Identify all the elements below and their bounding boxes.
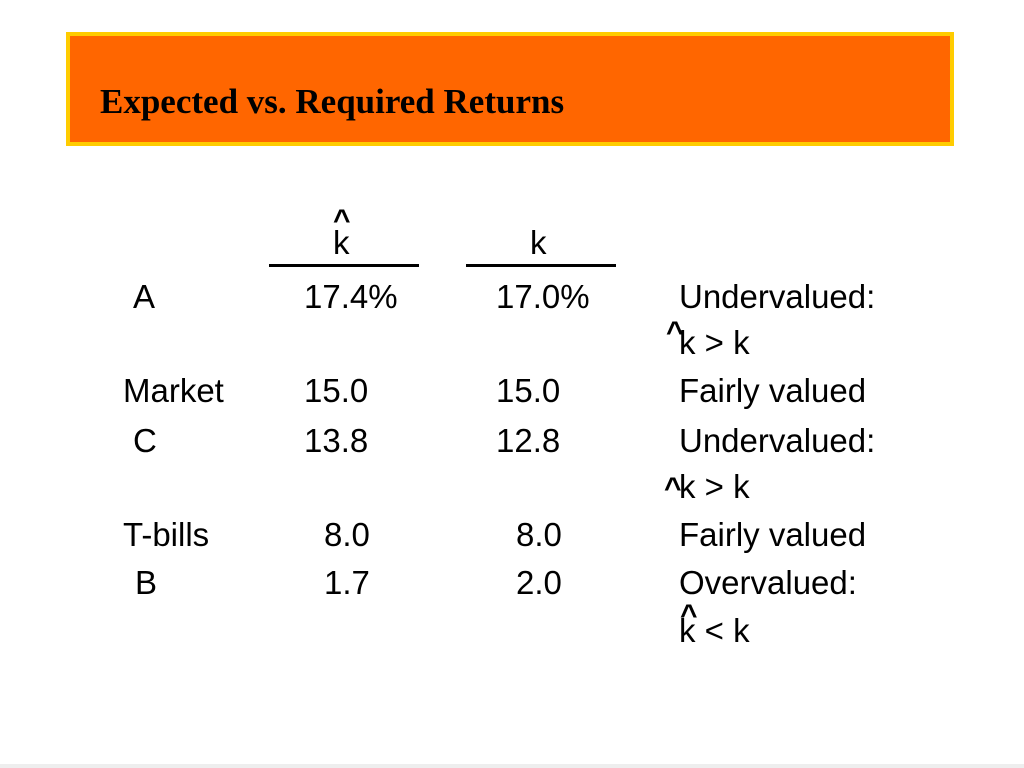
- required-return-header: k: [530, 224, 547, 261]
- expected-value-t-bills: 8.0: [324, 516, 370, 553]
- hat-symbol: ^: [333, 204, 351, 237]
- relation-c: k > k: [679, 468, 750, 505]
- verdict-c: Undervalued:: [679, 422, 876, 459]
- required-value-b: 2.0: [516, 564, 562, 601]
- hat-symbol: ^: [664, 472, 682, 505]
- hat-symbol: ^: [666, 316, 684, 349]
- expected-return-header: k: [333, 224, 350, 261]
- relation-a: k > k: [679, 324, 750, 361]
- relation-b: k < k: [679, 612, 750, 649]
- verdict-t-bills: Fairly valued: [679, 516, 867, 553]
- verdict-a: Undervalued:: [679, 278, 876, 315]
- title-banner: Expected vs. Required Returns: [66, 32, 954, 146]
- verdict-market: Fairly valued: [679, 372, 867, 409]
- slide-title: Expected vs. Required Returns: [100, 82, 565, 121]
- hat-symbol: ^: [680, 599, 698, 632]
- expected-value-market: 15.0: [304, 372, 369, 409]
- row-label-a: A: [133, 278, 156, 315]
- row-label-b: B: [135, 564, 158, 601]
- expected-value-a: 17.4%: [304, 278, 398, 315]
- required-header-underline: [466, 264, 616, 267]
- required-value-c: 12.8: [496, 422, 561, 459]
- required-value-a: 17.0%: [496, 278, 590, 315]
- expected-header-underline: [269, 264, 419, 267]
- expected-value-c: 13.8: [304, 422, 369, 459]
- row-label-t-bills: T-bills: [123, 516, 210, 553]
- bottom-strip: [0, 764, 1024, 768]
- row-label-market: Market: [123, 372, 224, 409]
- row-label-c: C: [133, 422, 157, 459]
- required-value-t-bills: 8.0: [516, 516, 562, 553]
- expected-value-b: 1.7: [324, 564, 370, 601]
- required-value-market: 15.0: [496, 372, 561, 409]
- verdict-b: Overvalued:: [679, 564, 857, 601]
